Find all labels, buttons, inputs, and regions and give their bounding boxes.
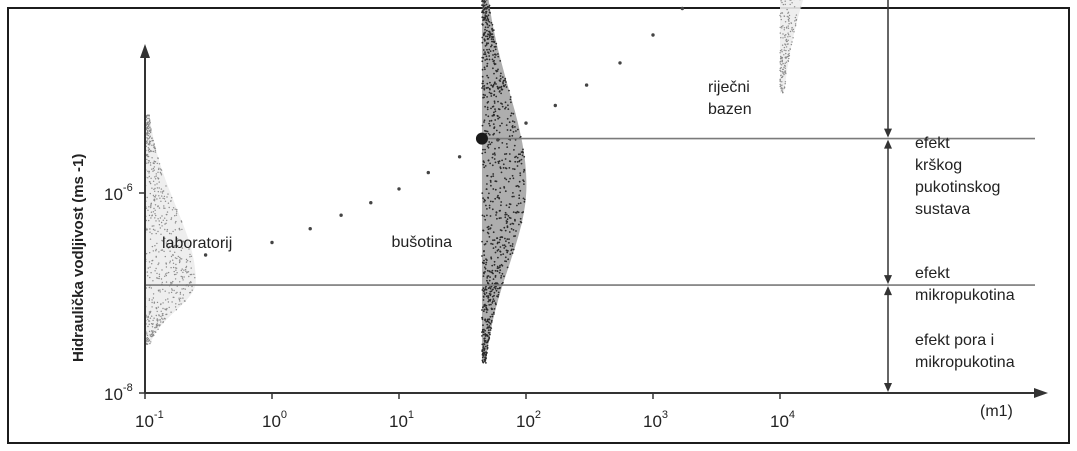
effect-label: efekt krškog pukotinskog sustava [915,135,1000,218]
trend-point [524,121,528,125]
scale-point-marker [475,132,488,145]
trend-point [584,83,589,87]
x-axis-arrow [1034,388,1048,398]
trend-point [496,138,500,142]
trend-point [270,240,274,245]
trend-point [369,201,373,205]
effect-arrow-head-down [884,275,892,285]
trend-point [457,155,462,159]
distribution-rijecni-bazen [779,0,804,94]
effect-arrow-head-up [884,286,892,296]
trend-point [680,6,684,11]
scale-label: bušotina [392,234,453,251]
trend-point [618,61,622,65]
trend-point [203,253,208,257]
x-tick-label: 103 [643,409,668,431]
x-tick-label: 101 [389,409,414,431]
trend-point [339,213,343,217]
y-axis-label: Hidraulička vodljivost (ms -1) [70,154,87,362]
x-tick-label: 100 [262,409,287,431]
effect-arrow-head-up [884,139,892,149]
scale-label: riječni bazen [708,79,752,118]
y-axis-arrow [140,44,150,58]
distribution-busotina [481,0,527,364]
effect-label: efekt pora i mikropukotina [915,332,1015,371]
figure-frame [7,7,1070,444]
distribution-laboratorij [144,114,196,346]
x-tick-label: 102 [516,409,541,431]
trend-point [308,227,312,231]
trend-point [397,187,401,191]
trend-point [426,170,430,175]
x-tick-label: 10-1 [135,409,164,431]
effect-arrow-head-down [884,383,892,392]
effect-arrow-head-down [884,128,892,138]
trend-point [651,33,655,37]
effect-label: efekt mikropukotina [915,265,1015,304]
y-tick-label: 10-4 [104,0,133,4]
y-tick-label: 10-6 [104,182,133,204]
scale-label: laboratorij [162,235,232,252]
x-tick-label: 104 [770,409,795,431]
trend-point [553,103,557,108]
x-unit-label: (m1) [980,403,1013,420]
y-tick-label: 10-8 [104,382,133,404]
